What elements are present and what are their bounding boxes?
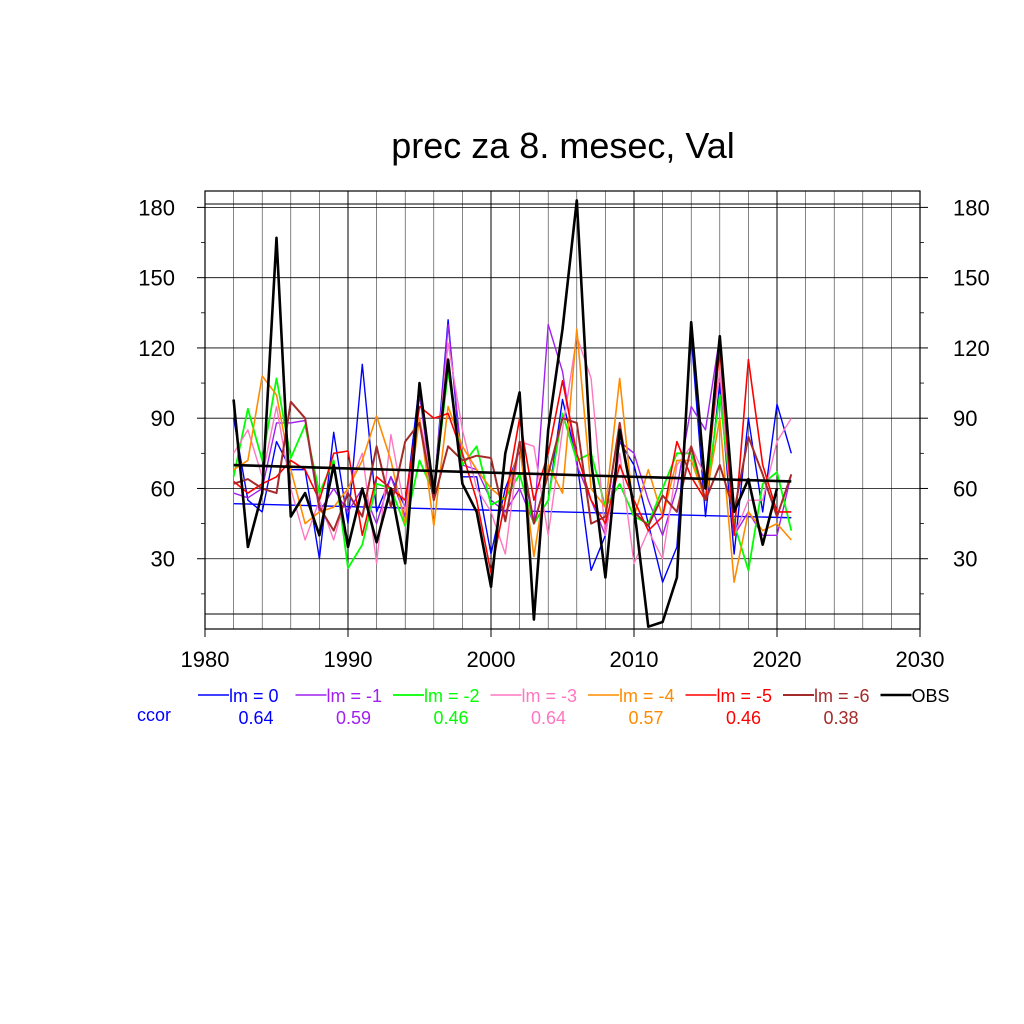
series-line-6	[233, 400, 793, 532]
legend-ccor-2: 0.46	[433, 708, 468, 728]
ccor-label: ccor	[137, 705, 171, 725]
y-tick-label-right: 150	[953, 266, 990, 291]
legend-ccor-5: 0.46	[726, 708, 761, 728]
series-line-5	[233, 347, 792, 574]
legend-label-1: lm = -1	[327, 686, 383, 706]
legend-label-2: lm = -2	[424, 686, 480, 706]
y-tick-label-left: 120	[138, 336, 175, 361]
y-tick-label-left: 180	[138, 195, 175, 220]
legend-ccor-3: 0.64	[531, 708, 566, 728]
series-layer	[232, 199, 793, 628]
chart-title: prec za 8. mesec, Val	[391, 125, 734, 166]
y-tick-label-right: 90	[953, 406, 977, 431]
plot-frame	[204, 190, 921, 630]
y-tick-label-right: 120	[953, 336, 990, 361]
legend-ccor-6: 0.38	[823, 708, 858, 728]
x-tick-label: 1990	[324, 647, 373, 672]
legend-label-4: lm = -4	[619, 686, 675, 706]
legend-label-0: lm = 0	[229, 686, 279, 706]
series-line-7	[232, 199, 779, 628]
legend-ccor-4: 0.57	[628, 708, 663, 728]
trend-line-7	[233, 463, 792, 483]
x-tick-label: 2000	[467, 647, 516, 672]
x-tick-label: 2020	[753, 647, 802, 672]
legend-ccor-0: 0.64	[238, 708, 273, 728]
legend-label-3: lm = -3	[522, 686, 578, 706]
y-tick-label-left: 60	[151, 476, 175, 501]
y-tick-label-right: 180	[953, 195, 990, 220]
legend-label-5: lm = -5	[717, 686, 773, 706]
x-tick-label: 1980	[181, 647, 230, 672]
y-tick-label-left: 30	[151, 547, 175, 572]
legend-ccor-1: 0.59	[336, 708, 371, 728]
x-tick-label: 2030	[896, 647, 945, 672]
legend-label-6: lm = -6	[814, 686, 870, 706]
grid	[205, 191, 920, 629]
legend-label-7: OBS	[912, 686, 950, 706]
y-tick-label-right: 30	[953, 547, 977, 572]
y-tick-label-left: 150	[138, 266, 175, 291]
axes: 30 30 60 60 90 90 120 120 150 150 180 180 1980 1990 20…	[138, 190, 990, 672]
y-tick-label-left: 90	[151, 406, 175, 431]
y-tick-label-right: 60	[953, 476, 977, 501]
x-tick-label: 2010	[610, 647, 659, 672]
